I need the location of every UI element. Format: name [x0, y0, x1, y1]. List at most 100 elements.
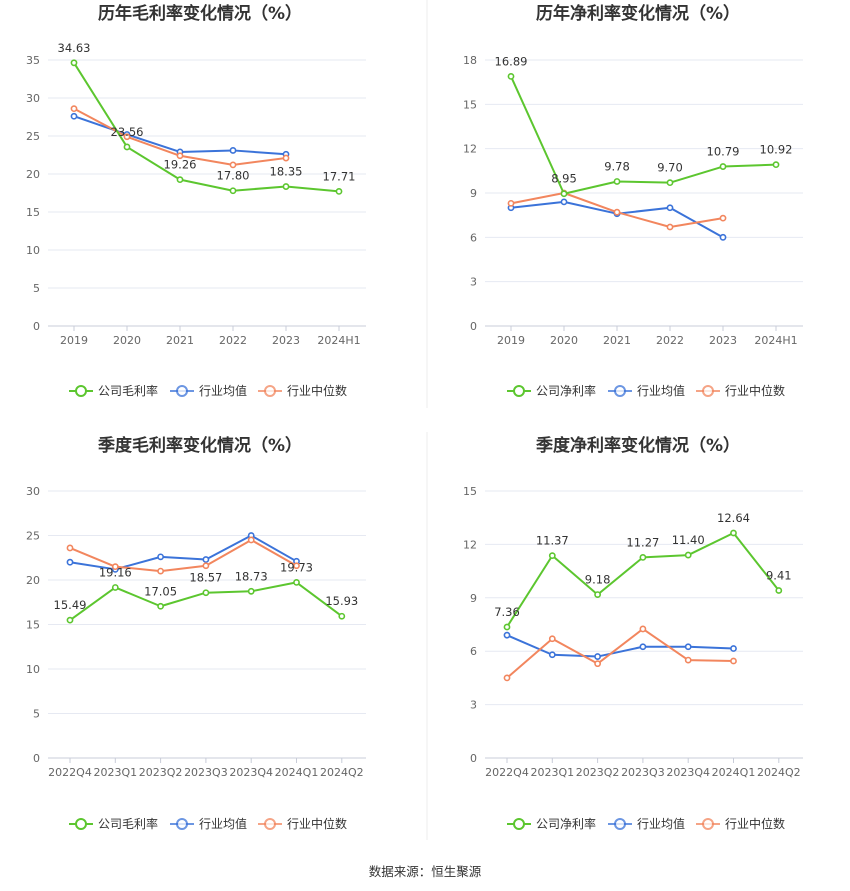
- data-point-industry_median: [730, 657, 737, 665]
- legend-item-company[interactable]: 公司净利率: [507, 383, 596, 398]
- data-point-company: [229, 187, 237, 195]
- chart-title: 历年毛利率变化情况（%）: [98, 3, 302, 24]
- data-point-industry_avg: [157, 553, 164, 561]
- legend-item-company[interactable]: 公司净利率: [507, 816, 596, 831]
- y-tick-label: 0: [33, 752, 40, 765]
- data-label: 19.26: [164, 158, 197, 172]
- y-tick-label: 10: [26, 244, 40, 257]
- y-tick-label: 10: [26, 663, 40, 676]
- data-point-industry_median: [594, 660, 601, 668]
- y-tick-label: 0: [33, 320, 40, 333]
- y-tick-label: 30: [26, 485, 40, 498]
- data-point-industry_median: [503, 674, 511, 682]
- y-tick-label: 18: [463, 54, 477, 67]
- legend-swatch-marker: [264, 385, 276, 397]
- legend-label: 公司毛利率: [98, 383, 158, 398]
- data-point-company: [123, 143, 131, 151]
- data-point-industry_avg: [66, 558, 74, 566]
- data-point-company: [639, 553, 647, 561]
- legend-label: 行业均值: [199, 383, 247, 398]
- data-point-company: [282, 183, 290, 190]
- series-line-industry_avg: [510, 200, 724, 239]
- data-point-company: [548, 552, 556, 560]
- x-tick-label: 2023Q1: [93, 766, 137, 779]
- data-point-company: [719, 163, 727, 170]
- legend-item-industry_median[interactable]: 行业中位数: [696, 816, 785, 831]
- data-label: 16.89: [495, 54, 528, 68]
- data-point-industry_median: [111, 563, 119, 571]
- series-line-industry_median: [69, 538, 297, 573]
- legend-item-industry_avg[interactable]: 行业均值: [170, 383, 247, 398]
- x-tick-label: 2023Q2: [139, 766, 183, 779]
- y-tick-label: 3: [470, 276, 477, 289]
- legend-label: 行业均值: [199, 816, 247, 831]
- data-point-company: [335, 188, 343, 195]
- data-point-company: [70, 59, 78, 67]
- legend-label: 行业中位数: [287, 383, 347, 398]
- legend-item-company[interactable]: 公司毛利率: [69, 383, 158, 398]
- series-line-company: [510, 75, 777, 195]
- data-label: 23.56: [111, 125, 144, 139]
- y-tick-label: 5: [33, 282, 40, 295]
- y-tick-label: 0: [470, 320, 477, 333]
- data-point-industry_median: [176, 152, 184, 160]
- x-tick-label: 2024Q2: [757, 766, 801, 779]
- x-tick-label: 2024H1: [317, 334, 360, 347]
- legend-item-industry_avg[interactable]: 行业均值: [608, 383, 685, 398]
- data-point-industry_avg: [719, 233, 727, 241]
- legend-swatch-marker: [75, 818, 87, 830]
- annual-net-margin-chart: 历年净利率变化情况（%） 0 3 6 9 12 15 18 2019 2020 2021 2022 20…: [463, 3, 803, 398]
- x-tick-label: 2023Q3: [184, 766, 228, 779]
- data-label: 15.49: [54, 598, 87, 612]
- y-tick-label: 0: [470, 752, 477, 765]
- x-tick-label: 2023: [272, 334, 300, 347]
- legend-label: 行业中位数: [287, 816, 347, 831]
- legend-item-industry_median[interactable]: 行业中位数: [258, 816, 347, 831]
- data-point-company: [772, 161, 780, 169]
- data-label: 10.92: [760, 143, 793, 157]
- data-point-company: [111, 584, 119, 591]
- data-point-company: [684, 551, 692, 559]
- y-tick-label: 15: [26, 619, 40, 632]
- data-point-company: [666, 179, 674, 187]
- data-label: 18.73: [235, 569, 268, 583]
- legend-swatch-marker: [614, 385, 626, 397]
- data-point-industry_median: [666, 223, 674, 231]
- y-tick-label: 25: [26, 130, 40, 143]
- x-tick-label: 2022Q4: [485, 766, 529, 779]
- data-point-company: [66, 616, 74, 624]
- data-label: 9.78: [604, 159, 630, 173]
- data-point-company: [338, 612, 346, 620]
- x-tick-label: 2024Q2: [320, 766, 364, 779]
- annual-gross-margin-chart: 历年毛利率变化情况（%） 0 5 10 15 20 25 30 35 2019 2020 2021 20…: [26, 3, 366, 398]
- x-tick-label: 2020: [113, 334, 141, 347]
- data-point-industry_median: [719, 214, 727, 222]
- legend-label: 行业均值: [637, 816, 685, 831]
- data-point-company: [247, 587, 255, 595]
- legend-swatch-marker: [176, 818, 188, 830]
- legend-item-company[interactable]: 公司毛利率: [69, 816, 158, 831]
- legend-label: 公司净利率: [536, 383, 596, 398]
- data-point-industry_median: [247, 536, 255, 544]
- x-tick-label: 2023Q1: [530, 766, 574, 779]
- data-label: 18.57: [189, 571, 222, 585]
- data-label: 9.18: [585, 573, 611, 587]
- y-tick-label: 5: [33, 708, 40, 721]
- legend-item-industry_median[interactable]: 行业中位数: [696, 383, 785, 398]
- data-label: 8.95: [551, 172, 577, 186]
- legend-item-industry_avg[interactable]: 行业均值: [608, 816, 685, 831]
- x-tick-label: 2022: [219, 334, 247, 347]
- series-line-company: [73, 62, 340, 193]
- x-tick-label: 2024H1: [754, 334, 797, 347]
- legend-item-industry_median[interactable]: 行业中位数: [258, 383, 347, 398]
- data-label: 7.36: [494, 605, 520, 619]
- data-point-industry_avg: [548, 651, 556, 659]
- series-line-industry_avg: [506, 634, 734, 658]
- series-line-industry_avg: [73, 115, 287, 156]
- data-point-industry_median: [507, 199, 515, 207]
- legend-item-industry_avg[interactable]: 行业均值: [170, 816, 247, 831]
- data-point-industry_avg: [560, 198, 568, 206]
- data-point-industry_avg: [70, 112, 78, 120]
